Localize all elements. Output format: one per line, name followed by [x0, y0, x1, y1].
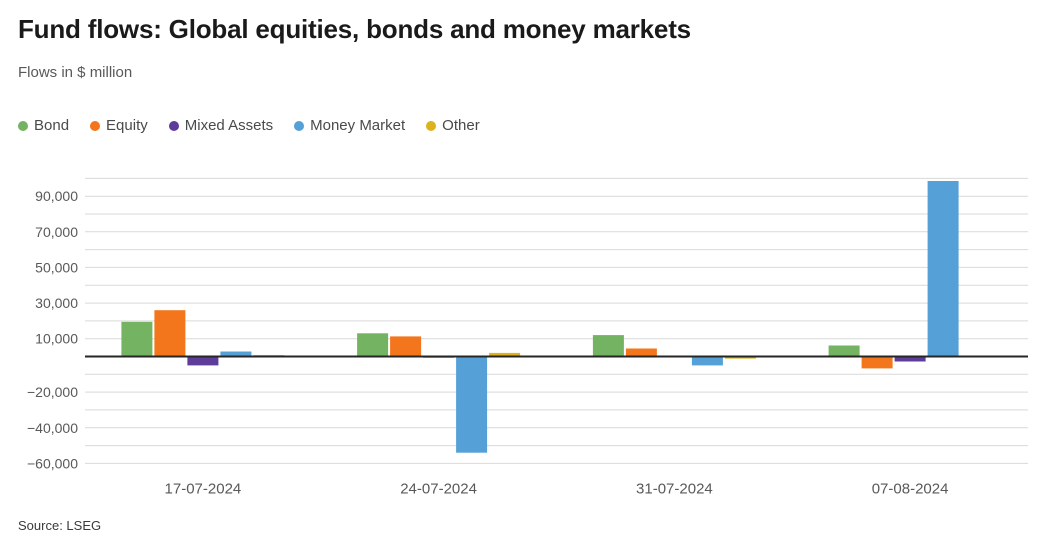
legend-item-other: Other: [426, 117, 480, 134]
bar-chart: 90,000 70,000 50,000 30,000 10,000 −20,000 −40…: [27, 177, 1028, 497]
bar-mixed-assets-17-07-2024: [187, 356, 219, 366]
bar-equity-24-07-2024: [390, 336, 422, 357]
bar-money-market-31-07-2024: [691, 356, 723, 366]
legend-swatch-bond-icon: [18, 120, 28, 131]
bar-other-31-07-2024: [724, 356, 756, 359]
chart-legend: Bond Equity Mixed Assets Money Market Other: [18, 117, 480, 134]
y-axis-tick-label: 10,000: [35, 331, 78, 347]
legend-label-equity: Equity: [106, 117, 148, 134]
chart-subtitle: Flows in $ million: [18, 64, 133, 81]
legend-label-other: Other: [442, 117, 480, 134]
y-axis-tick-label: 30,000: [35, 295, 78, 311]
source-note: Source: LSEG: [18, 518, 102, 533]
legend-swatch-money-market-icon: [294, 120, 305, 131]
x-axis-tick-label: 24-07-2024: [400, 480, 477, 497]
chart-title: Fund flows: Global equities, bonds and m…: [18, 14, 691, 44]
legend-item-equity: Equity: [90, 117, 148, 134]
bar-mixed-assets-07-08-2024: [894, 356, 926, 362]
x-axis-tick-label: 17-07-2024: [165, 480, 242, 497]
legend-label-bond: Bond: [34, 117, 70, 134]
x-axis-tick-label: 31-07-2024: [636, 480, 713, 497]
bar-bond-31-07-2024: [592, 335, 624, 357]
y-axis-tick-label: −40,000: [27, 420, 78, 436]
y-axis-tick-label: 50,000: [35, 259, 78, 275]
bar-bond-17-07-2024: [121, 321, 153, 357]
x-axis-tick-label: 07-08-2024: [872, 480, 949, 497]
bar-equity-31-07-2024: [625, 348, 657, 357]
legend-swatch-equity-icon: [90, 120, 101, 131]
bar-other-24-07-2024: [489, 352, 521, 357]
legend-swatch-mixed-assets-icon: [168, 120, 179, 131]
y-axis-tick-label: −60,000: [27, 455, 78, 471]
bar-money-market-24-07-2024: [456, 356, 488, 453]
legend-item-bond: Bond: [18, 117, 69, 134]
legend-label-mixed-assets: Mixed Assets: [184, 117, 274, 134]
y-axis-tick-label: 70,000: [35, 224, 78, 240]
bar-equity-07-08-2024: [861, 356, 893, 369]
y-axis-tick-label: −20,000: [27, 384, 78, 400]
bar-bond-24-07-2024: [357, 333, 389, 357]
legend-swatch-other-icon: [426, 120, 437, 131]
legend-item-money-market: Money Market: [294, 117, 405, 134]
bar-money-market-07-08-2024: [927, 181, 959, 357]
bar-bond-07-08-2024: [828, 345, 860, 357]
bar-money-market-17-07-2024: [220, 351, 252, 357]
legend-label-money-market: Money Market: [310, 117, 406, 134]
bar-equity-17-07-2024: [154, 310, 186, 357]
y-axis-tick-label: 90,000: [35, 188, 78, 204]
legend-item-mixed-assets: Mixed Assets: [168, 117, 274, 134]
